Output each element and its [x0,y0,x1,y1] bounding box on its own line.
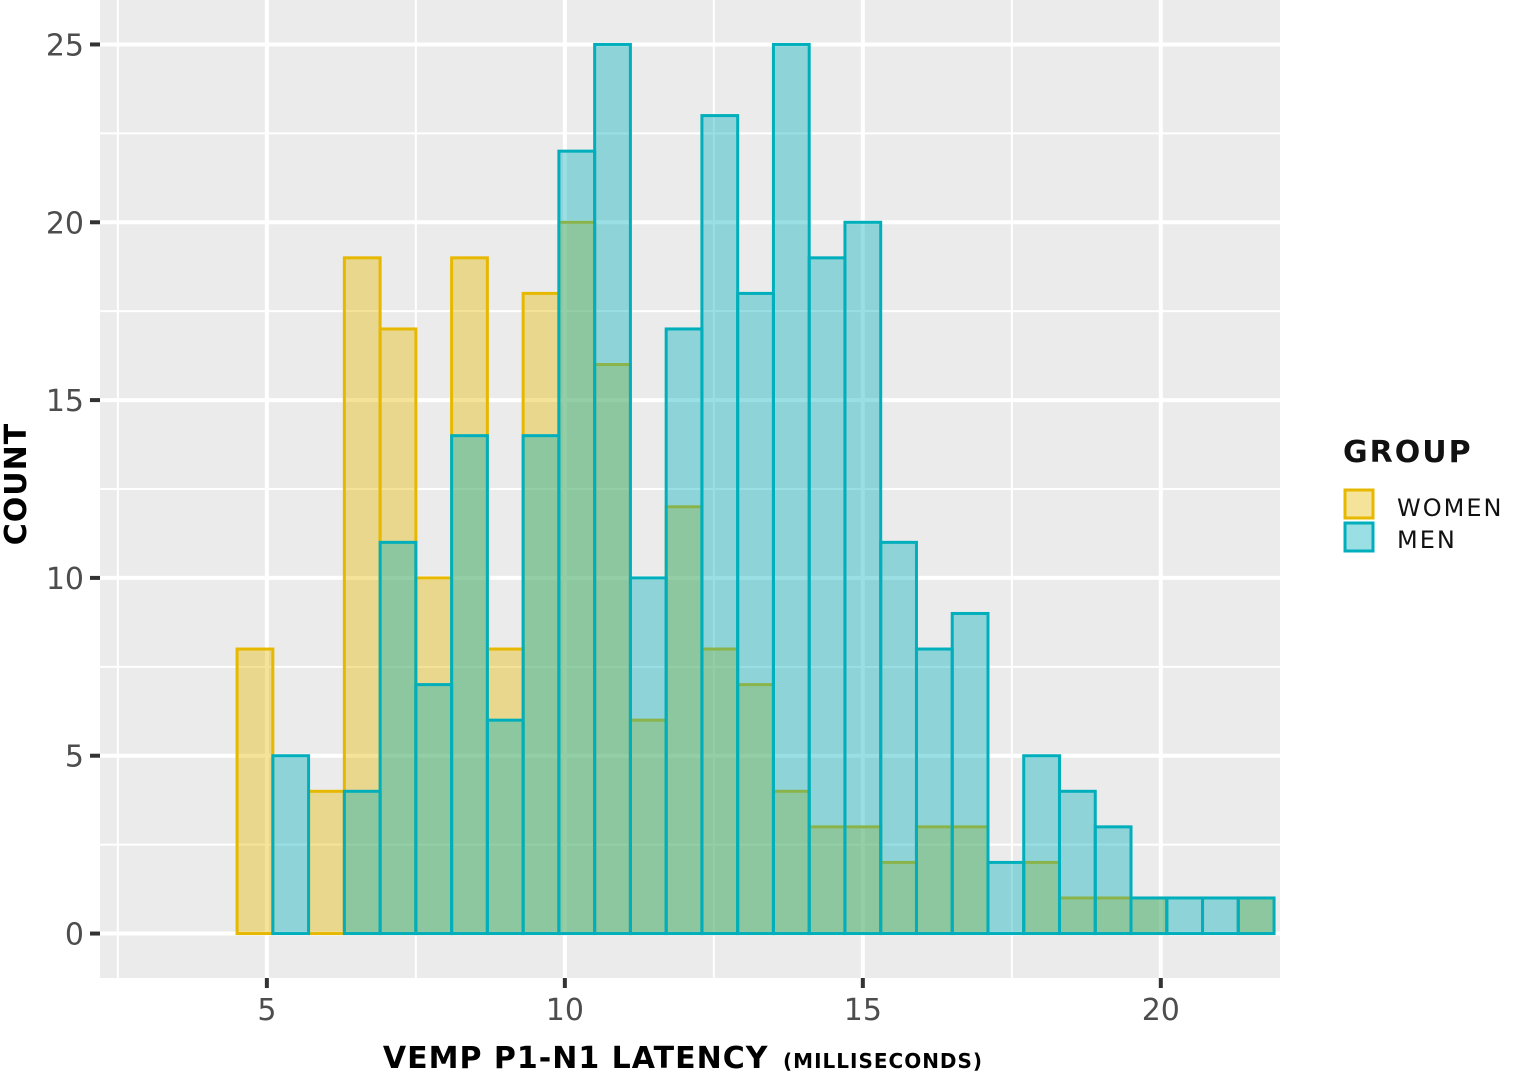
men-bar [664,327,704,936]
men-bar [700,114,740,936]
x-axis-title: VEMP P1-N1 LATENCY (MILLISECONDS) [383,1041,983,1074]
axis-ticks: 0 5 10 15 20 25 5 10 15 20 [46,28,1180,1028]
y-axis-title: COUNT [0,423,34,545]
men-bar [593,42,632,936]
legend-title: GROUP [1343,435,1473,470]
x-axis-title-main: VEMP P1-N1 LATENCY [383,1041,769,1074]
men-bar [771,42,811,936]
women-bar [1093,896,1133,936]
men-bar [378,540,418,936]
legend-label-men: MEN [1397,526,1457,554]
x-tick-label: 15 [844,993,882,1028]
men-bar [628,576,668,936]
y-tick-label: 25 [46,28,84,63]
men-bar [986,860,1026,936]
women-bar [378,327,418,936]
men-bar [736,291,775,936]
men-bar [1165,896,1205,936]
x-tick-label: 5 [257,993,276,1028]
men-bars [271,42,1276,936]
men-bar [414,683,454,936]
men-bar [271,754,311,936]
women-bar [736,683,775,936]
men-bar [557,149,597,936]
y-tick-label: 0 [65,918,84,953]
men-bar [879,540,918,936]
legend-key-women [1343,488,1375,520]
women-bar [235,647,275,936]
y-tick-label: 20 [46,206,84,241]
legend-label-women: WOMEN [1397,494,1503,522]
x-tick-label: 10 [546,993,584,1028]
y-tick-label: 5 [65,740,84,775]
men-bar [1093,825,1133,936]
men-bar [1236,896,1276,936]
men-bar [914,647,954,936]
legend: GROUP WOMEN MEN [1343,435,1503,554]
men-bar [950,611,990,936]
x-axis-title-unit: (MILLISECONDS) [783,1049,983,1073]
men-bar [1201,896,1240,936]
men-bar [342,789,382,936]
men-bar [1022,754,1061,936]
women-bar [771,789,811,936]
men-bar [521,434,561,936]
men-bar [1057,789,1097,936]
women-bar [307,789,346,936]
men-bar [450,434,489,936]
y-tick-label: 15 [46,384,84,419]
men-bar [485,718,525,936]
men-bar [807,256,847,936]
y-tick-label: 10 [46,562,84,597]
legend-key-men [1343,521,1375,553]
x-tick-label: 20 [1142,993,1180,1028]
men-bar [1129,896,1169,936]
men-bar [843,220,883,936]
